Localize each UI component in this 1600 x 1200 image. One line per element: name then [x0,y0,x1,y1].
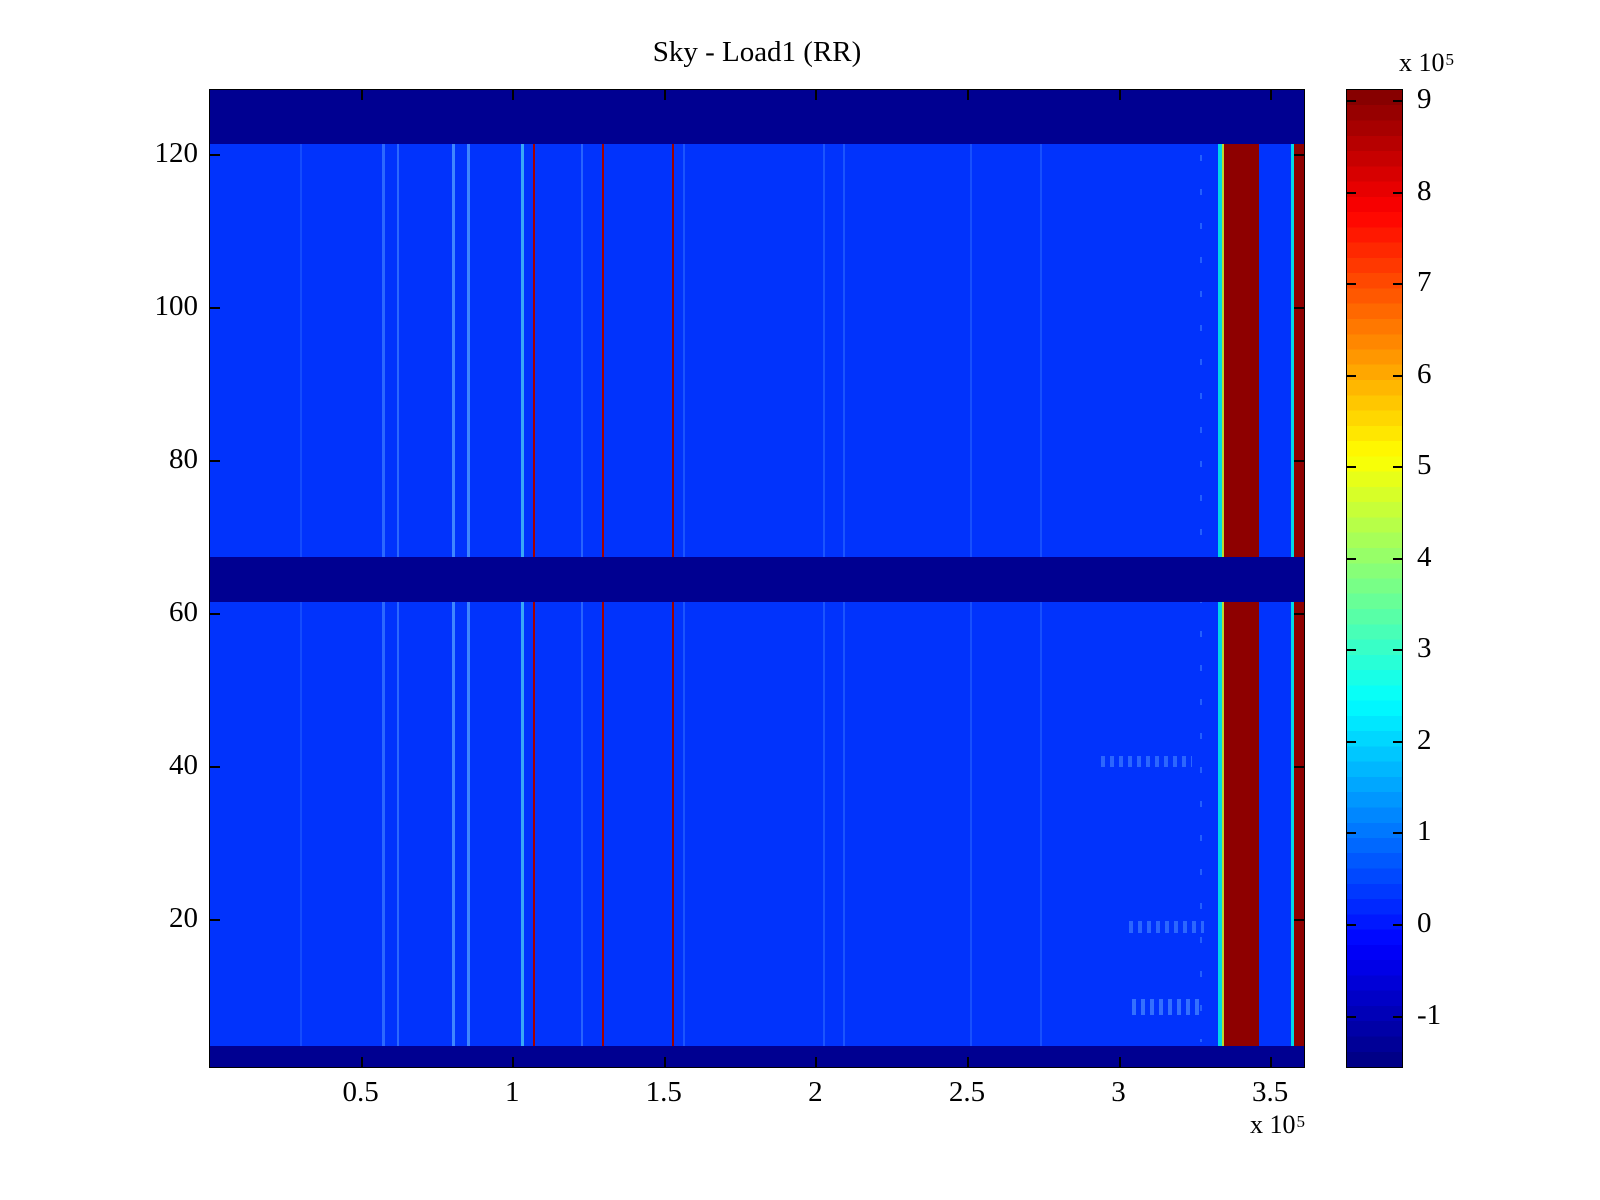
colorbar-tick-mark-right [1393,649,1402,652]
x-tick-label: 2 [808,1076,823,1108]
colorbar-tick-mark-right [1393,374,1402,377]
y-tick-label: 120 [154,136,199,169]
x-tick-label: 3.5 [1251,1076,1289,1108]
colorbar [1346,89,1403,1068]
chart-title: Sky - Load1 (RR) [652,36,862,68]
y-tick-mark-right [1294,612,1304,615]
y-tick-mark [210,612,220,615]
colorbar-tick-mark-right [1393,923,1402,926]
x-tick-mark [815,1057,818,1067]
x-tick-mark-top [512,90,515,100]
colorbar-tick-mark [1347,740,1356,743]
x-tick-mark [512,1057,515,1067]
x-tick-mark-top [663,90,666,100]
y-tick-mark-right [1294,307,1304,309]
colorbar-tick-mark-right [1393,466,1402,469]
colorbar-tick-mark [1347,283,1356,286]
colorbar-tick-mark [1347,832,1356,835]
heatmap-top-band [210,90,1304,144]
x-tick-mark [663,1057,666,1067]
colorbar-tick-mark [1347,1015,1356,1018]
colorbar-tick-mark-right [1393,1015,1402,1018]
x-tick-mark-top [1270,90,1273,100]
colorbar-tick-label: 1 [1417,815,1432,848]
colorbar-tick-label: 8 [1417,174,1432,207]
y-tick-label: 80 [169,442,198,475]
x-tick-label: 1 [504,1076,520,1108]
x-tick-mark-top [967,90,969,100]
x-tick-label: 2.5 [948,1076,986,1108]
y-tick-label: 100 [154,289,199,322]
colorbar-tick-mark-right [1393,740,1402,743]
x-tick-label: 3 [1111,1076,1126,1108]
colorbar-exponent-label: x 105 [1399,48,1454,78]
heatmap-speckle-row [1131,999,1205,1016]
y-tick-label: 40 [169,748,198,781]
colorbar-tick-mark-right [1393,832,1402,835]
colorbar-tick-mark [1347,923,1356,926]
colorbar-tick-mark [1347,557,1356,560]
x-tick-mark-top [360,90,363,100]
colorbar-tick-mark-right [1393,100,1402,102]
colorbar-tick-label: 0 [1417,906,1432,939]
y-tick-mark-right [1294,918,1304,921]
x-axis-exponent-power: 5 [1296,1112,1306,1131]
colorbar-tick-mark [1347,649,1356,652]
colorbar-tick-mark-right [1393,283,1402,286]
heatmap-plot-area [209,89,1305,1068]
colorbar-tick-label: 7 [1417,265,1432,298]
colorbar-tick-label: 2 [1417,723,1432,756]
colorbar-tick-mark [1347,374,1356,377]
y-tick-mark [210,918,220,921]
x-tick-mark-top [815,90,818,100]
colorbar-tick-label: 3 [1417,632,1432,665]
y-tick-label: 20 [169,901,198,934]
x-tick-label: 0.5 [342,1076,379,1108]
colorbar-exponent-prefix: x 10 [1399,48,1445,77]
x-tick-label: 1.5 [645,1076,682,1108]
y-tick-mark-right [1294,459,1304,462]
y-tick-mark [210,459,220,462]
colorbar-tick-mark-right [1393,191,1402,194]
x-tick-mark [967,1057,969,1067]
heatmap-speckle-row [1128,921,1205,933]
y-tick-label: 60 [169,595,198,628]
colorbar-tick-label: 9 [1417,82,1432,115]
colorbar-tick-mark-right [1393,557,1402,560]
x-tick-mark [1118,1057,1121,1067]
colorbar-tick-label: 5 [1417,449,1432,482]
y-tick-mark-right [1294,154,1304,156]
x-tick-mark [1270,1057,1273,1067]
y-tick-mark-right [1294,765,1304,768]
heatmap-middle-band [210,556,1304,603]
colorbar-tick-label: -1 [1417,998,1442,1031]
x-axis-exponent-label: x 105 [1250,1110,1305,1140]
heatmap-bottom-band [210,1046,1304,1067]
heatmap-speckle-row [1101,756,1193,767]
colorbar-tick-mark [1347,191,1356,194]
y-tick-mark [210,765,220,768]
colorbar-exponent-power: 5 [1445,50,1455,69]
x-tick-mark-top [1118,90,1121,100]
colorbar-tick-label: 6 [1417,357,1432,390]
colorbar-tick-mark [1347,100,1356,102]
y-tick-mark [210,307,220,309]
x-tick-mark [360,1057,363,1067]
colorbar-tick-label: 4 [1417,540,1432,573]
colorbar-tick-mark [1347,466,1356,469]
y-tick-mark [210,154,220,156]
x-axis-exponent-prefix: x 10 [1250,1110,1296,1139]
